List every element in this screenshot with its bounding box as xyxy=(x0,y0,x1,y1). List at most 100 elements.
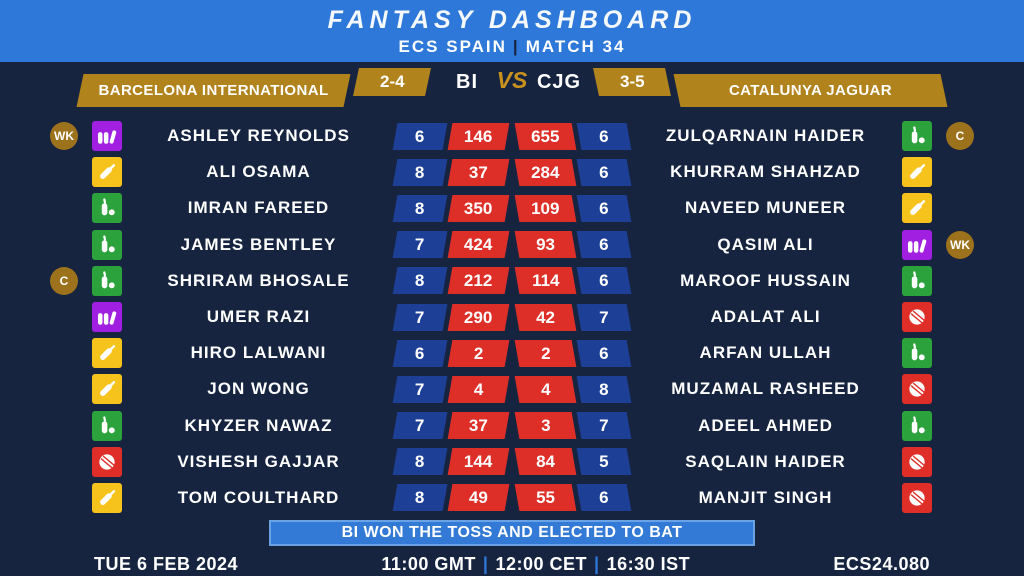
team-left-name: BARCELONA INTERNATIONAL xyxy=(98,82,329,99)
player-name: ALI OSAMA xyxy=(206,162,311,182)
player-name: JON WONG xyxy=(207,379,310,399)
bat-and-ball-icon xyxy=(92,193,122,224)
player-name: ADALAT ALI xyxy=(710,307,821,327)
match-number: MATCH 34 xyxy=(525,37,626,56)
points-stat-badge: 424 xyxy=(447,231,510,259)
player-name: IMRAN FAREED xyxy=(187,198,330,218)
match-code: ECS24.080 xyxy=(833,553,930,574)
player-row: IMRAN FAREED 8 350 109 6 NAVEED MUNEER xyxy=(0,190,1024,226)
points-stat-badge: 114 xyxy=(514,267,577,295)
points-stat-badge: 84 xyxy=(514,448,577,476)
player-name: NAVEED MUNEER xyxy=(685,198,846,218)
player-name: MANJIT SINGH xyxy=(698,487,833,507)
page-title: FANTASY DASHBOARD xyxy=(327,6,697,34)
matches-stat-badge: 8 xyxy=(392,484,448,512)
cricket-ball-icon xyxy=(902,446,932,477)
player-name: JAMES BENTLEY xyxy=(180,234,337,254)
points-stat-badge: 42 xyxy=(514,303,577,331)
toss-result-banner: BI WON THE TOSS AND ELECTED TO BAT xyxy=(269,520,755,547)
matches-stat-badge: 5 xyxy=(576,448,632,476)
bat-and-ball-icon xyxy=(902,338,932,369)
matches-stat-badge: 7 xyxy=(392,231,448,259)
player-name: HIRO LALWANI xyxy=(190,343,327,363)
points-stat-badge: 284 xyxy=(514,158,577,186)
team-right-banner: CATALUNYA JAGUAR xyxy=(673,74,948,107)
player-row: VISHESH GAJJAR 8 144 84 5 SAQLAIN HAIDER xyxy=(0,444,1024,480)
match-header-bar: BARCELONA INTERNATIONAL 2-4 BI VS CJG 3-… xyxy=(0,62,1024,118)
cricket-ball-icon xyxy=(902,482,932,513)
time-gmt: 11:00 GMT xyxy=(381,553,476,574)
subtitle-separator: | xyxy=(512,37,520,56)
points-stat-badge: 4 xyxy=(514,375,577,403)
vs-label: VS xyxy=(496,67,528,93)
bat-icon xyxy=(902,193,932,224)
team-left-banner: BARCELONA INTERNATIONAL xyxy=(76,74,351,107)
player-name: ADEEL AHMED xyxy=(698,415,833,435)
wk-gloves-icon xyxy=(92,121,122,152)
time-ist: 16:30 IST xyxy=(606,553,691,574)
points-stat-badge: 93 xyxy=(514,231,577,259)
matches-stat-badge: 7 xyxy=(392,412,448,440)
matches-stat-badge: 7 xyxy=(576,303,632,331)
wk-gloves-icon xyxy=(92,302,122,333)
points-stat-badge: 655 xyxy=(514,122,577,150)
player-name: VISHESH GAJJAR xyxy=(177,451,340,471)
player-name: ARFAN ULLAH xyxy=(699,343,832,363)
player-name: UMER RAZI xyxy=(206,307,311,327)
cricket-ball-icon xyxy=(902,374,932,405)
matches-stat-badge: 6 xyxy=(576,484,632,512)
matches-stat-badge: 8 xyxy=(576,375,632,403)
player-name: SHRIRAM BHOSALE xyxy=(167,270,350,290)
points-stat-badge: 55 xyxy=(514,484,577,512)
player-name: KHYZER NAWAZ xyxy=(184,415,333,435)
match-date: TUE 6 FEB 2024 xyxy=(94,553,239,574)
player-table: WK ASHLEY REYNOLDS 6 146 655 6 ZULQARNAI… xyxy=(0,118,1024,516)
match-subtitle: ECS SPAIN | MATCH 34 xyxy=(0,37,1024,57)
points-stat-badge: 2 xyxy=(447,339,510,367)
player-row: UMER RAZI 7 290 42 7 ADALAT ALI xyxy=(0,299,1024,335)
bat-icon xyxy=(902,157,932,188)
cricket-ball-icon xyxy=(92,446,122,477)
player-name: KHURRAM SHAHZAD xyxy=(670,162,861,182)
matches-stat-badge: 8 xyxy=(392,448,448,476)
league-name: ECS SPAIN xyxy=(398,37,507,56)
points-stat-badge: 290 xyxy=(447,303,510,331)
header-banner: FANTASY DASHBOARD ECS SPAIN | MATCH 34 xyxy=(0,0,1024,62)
player-name: SAQLAIN HAIDER xyxy=(685,451,846,471)
wk-gloves-icon xyxy=(902,229,932,260)
points-stat-badge: 3 xyxy=(514,412,577,440)
points-stat-badge: 37 xyxy=(447,158,510,186)
matches-stat-badge: 7 xyxy=(392,375,448,403)
player-row: ALI OSAMA 8 37 284 6 KHURRAM SHAHZAD xyxy=(0,154,1024,190)
captain-wk-badge: C xyxy=(50,266,78,295)
captain-wk-badge: WK xyxy=(50,122,78,151)
player-name: ASHLEY REYNOLDS xyxy=(167,126,350,146)
player-row: JAMES BENTLEY 7 424 93 6 QASIM ALI WK xyxy=(0,227,1024,263)
captain-wk-badge: WK xyxy=(946,230,974,259)
matches-stat-badge: 6 xyxy=(576,231,632,259)
toss-result-text: BI WON THE TOSS AND ELECTED TO BAT xyxy=(341,524,683,542)
points-stat-badge: 144 xyxy=(447,448,510,476)
match-times: 11:00 GMT | 12:00 CET | 16:30 IST xyxy=(381,553,691,574)
player-row: HIRO LALWANI 6 2 2 6 ARFAN ULLAH xyxy=(0,335,1024,371)
player-row: JON WONG 7 4 4 8 MUZAMAL RASHEED xyxy=(0,371,1024,407)
bat-and-ball-icon xyxy=(92,410,122,441)
player-name: ZULQARNAIN HAIDER xyxy=(665,126,866,146)
matches-stat-badge: 6 xyxy=(392,122,448,150)
matches-stat-badge: 6 xyxy=(576,122,632,150)
player-name: MUZAMAL RASHEED xyxy=(671,379,860,399)
points-stat-badge: 350 xyxy=(447,194,510,222)
bat-icon xyxy=(92,338,122,369)
captain-wk-badge: C xyxy=(946,122,974,151)
team-right-name: CATALUNYA JAGUAR xyxy=(728,82,893,99)
matches-stat-badge: 6 xyxy=(576,267,632,295)
bat-and-ball-icon xyxy=(92,265,122,296)
player-row: KHYZER NAWAZ 7 37 3 7 ADEEL AHMED xyxy=(0,408,1024,444)
bat-icon xyxy=(92,374,122,405)
player-row: WK ASHLEY REYNOLDS 6 146 655 6 ZULQARNAI… xyxy=(0,118,1024,154)
points-stat-badge: 109 xyxy=(514,194,577,222)
matches-stat-badge: 8 xyxy=(392,158,448,186)
team-left-record-badge: 2-4 xyxy=(353,68,431,96)
matches-stat-badge: 6 xyxy=(576,158,632,186)
player-name: TOM COULTHARD xyxy=(177,487,340,507)
